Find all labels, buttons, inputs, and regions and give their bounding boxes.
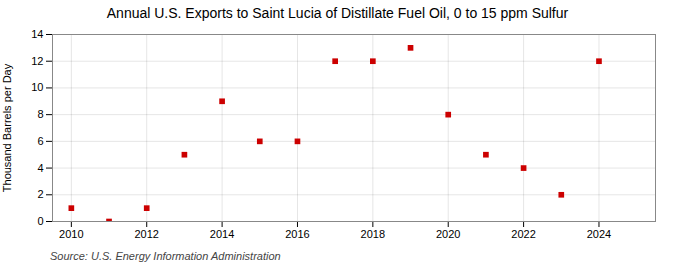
html-text:Source: U.S. Energy Informatio: Source: U.S. Energy Information Administ… [50, 250, 281, 262]
svg-text:12: 12 [31, 55, 43, 67]
svg-text:2018: 2018 [361, 228, 385, 240]
svg-text:14: 14 [31, 28, 43, 40]
svg-text:2: 2 [37, 188, 43, 200]
svg-text:2016: 2016 [285, 228, 309, 240]
svg-text:2012: 2012 [134, 228, 158, 240]
svg-text:6: 6 [37, 135, 43, 147]
svg-text:2010: 2010 [59, 228, 83, 240]
svg-text:0: 0 [37, 215, 43, 227]
svg-text:2020: 2020 [436, 228, 460, 240]
svg-text:2014: 2014 [210, 228, 234, 240]
svg-text:Thousand Barrels per Day: Thousand Barrels per Day [1, 63, 13, 192]
svg-text:2022: 2022 [511, 228, 535, 240]
svg-text:2024: 2024 [587, 228, 611, 240]
svg-text:10: 10 [31, 81, 43, 93]
svg-text:8: 8 [37, 108, 43, 120]
html-text:Annual U.S. Exports to Saint L: Annual U.S. Exports to Saint Lucia of Di… [106, 5, 569, 21]
svg-text:4: 4 [37, 162, 43, 174]
